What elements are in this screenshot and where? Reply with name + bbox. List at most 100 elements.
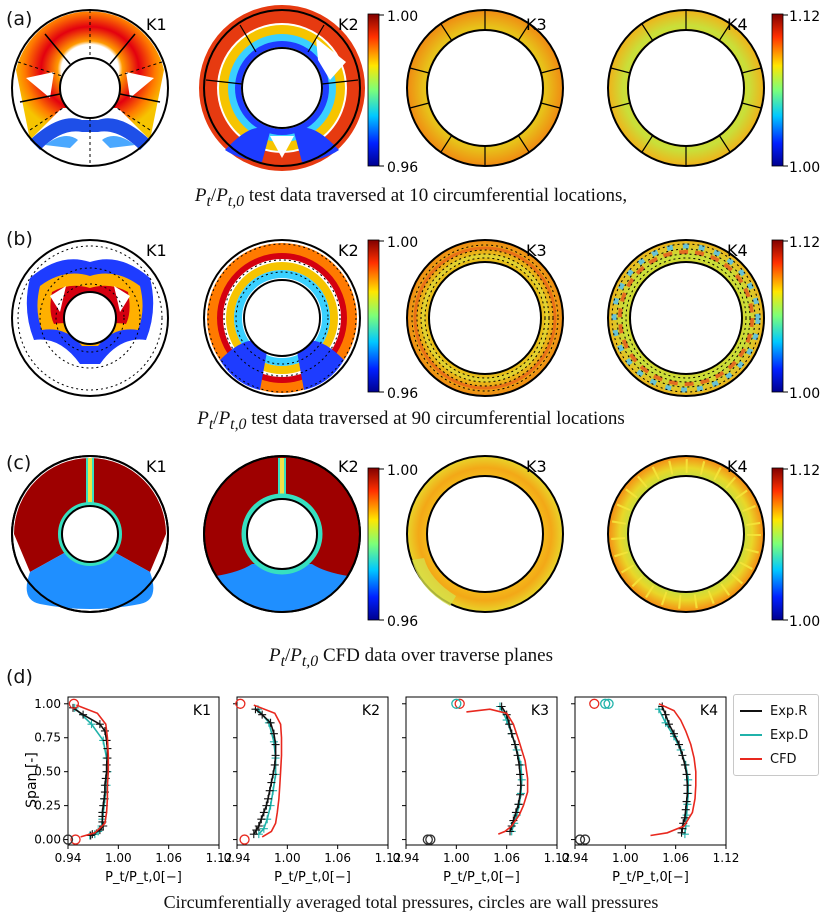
caption-a: Pt/Pt,0 test data traversed at 10 circum… bbox=[0, 185, 822, 211]
caption-c-sep: / bbox=[285, 645, 291, 666]
x-tick-label: 0.94 bbox=[224, 851, 251, 865]
wall-pressure-exp bbox=[603, 698, 614, 709]
caption-b-sub-t0: t,0 bbox=[230, 415, 247, 433]
subplot-k2: 0.94 1.00 1.06 1.12 P_t/P_t,0[−] K2 bbox=[224, 696, 402, 885]
colorbar-a-low: 1.00 0.96 bbox=[367, 9, 418, 176]
plane-label: K1 bbox=[146, 15, 167, 34]
plot-b-k1: K1 bbox=[11, 239, 169, 397]
point-exp-r bbox=[100, 726, 109, 735]
point-exp-r bbox=[257, 815, 266, 824]
plane-label: K4 bbox=[727, 241, 748, 260]
point-exp-r bbox=[511, 808, 520, 817]
plane-label: K2 bbox=[338, 241, 359, 260]
point-exp-r bbox=[99, 821, 108, 830]
plane-label: K3 bbox=[526, 15, 547, 34]
point-exp-r bbox=[664, 720, 673, 729]
wall-pressure-exp bbox=[425, 834, 436, 845]
panel-label-b: (b) bbox=[6, 228, 33, 250]
series-cfd bbox=[76, 704, 110, 838]
subplot-k3: 0.94 1.00 1.06 1.12 P_t/P_t,0[−] K3 bbox=[393, 696, 570, 885]
plane-label: K4 bbox=[727, 15, 748, 34]
line-plots: 0.94 1.00 1.06 1.12 0.00 0.25 0.50 0.75 1.00 P_t/… bbox=[34, 696, 739, 885]
x-tick-label: 1.12 bbox=[375, 851, 402, 865]
caption-b-sub-t: t bbox=[208, 415, 214, 433]
colorbar-max: 1.12 bbox=[789, 235, 820, 251]
plane-label: K4 bbox=[727, 457, 748, 476]
plot-frame bbox=[574, 696, 727, 846]
legend-item-exp-r: Exp.R bbox=[740, 703, 807, 719]
caption-a-text: test data traversed at 10 circumferentia… bbox=[244, 185, 628, 206]
colorbar-min: 1.00 bbox=[789, 386, 820, 402]
point-exp-r bbox=[515, 760, 524, 769]
wall-pressure-exp bbox=[451, 698, 462, 709]
wall-pressure-cfd bbox=[235, 698, 246, 709]
point-exp-d bbox=[684, 775, 693, 784]
point-exp-r bbox=[661, 710, 670, 719]
x-tick-label: 1.06 bbox=[155, 851, 182, 865]
colorbar-b-low: 1.00 0.96 bbox=[367, 235, 418, 402]
colorbar-min: 1.00 bbox=[789, 614, 820, 630]
point-exp-r bbox=[681, 805, 690, 814]
caption-a-sub-t0: t,0 bbox=[227, 192, 245, 210]
point-exp-r bbox=[266, 718, 275, 727]
x-tick-label: 1.00 bbox=[443, 851, 470, 865]
plot-a-k1: K1 bbox=[11, 9, 169, 167]
plot-c-k1: K1 bbox=[11, 455, 169, 613]
point-exp-r bbox=[683, 781, 692, 790]
panel-label-a: (a) bbox=[6, 8, 33, 30]
caption-b-text: test data traversed at 90 circumferentia… bbox=[246, 408, 625, 429]
x-axis-label: P_t/P_t,0[−] bbox=[105, 870, 182, 885]
x-tick-label: 1.06 bbox=[662, 851, 689, 865]
caption-b: Pt/Pt,0 test data traversed at 90 circum… bbox=[0, 408, 822, 434]
colorbar-min: 0.96 bbox=[387, 386, 418, 402]
point-exp-r bbox=[267, 778, 276, 787]
point-exp-r bbox=[514, 800, 523, 809]
caption-c-sub-t: t bbox=[280, 652, 286, 670]
y-tick-label: 1.00 bbox=[34, 697, 61, 711]
subplot-title: K4 bbox=[700, 703, 718, 719]
point-exp-r bbox=[99, 801, 108, 810]
subplot-k4: 0.94 1.00 1.06 1.12 P_t/P_t,0[−] K4 bbox=[562, 696, 739, 885]
wall-pressure-exp bbox=[62, 834, 74, 845]
series-exp-r bbox=[661, 706, 689, 833]
x-axis-label: P_t/P_t,0[−] bbox=[274, 870, 351, 885]
y-tick-label: 0.75 bbox=[34, 731, 61, 745]
y-axis-label: Span [-] bbox=[24, 752, 40, 808]
point-exp-r bbox=[102, 760, 111, 769]
x-tick-label: 0.94 bbox=[55, 851, 82, 865]
plot-c-k3: K3 bbox=[406, 455, 564, 613]
plot-a-k4: K4 bbox=[607, 9, 765, 167]
point-exp-r bbox=[252, 826, 261, 835]
panel-label-d: (d) bbox=[6, 666, 33, 688]
point-exp-r bbox=[262, 801, 271, 810]
wall-pressure-cfd bbox=[589, 698, 600, 709]
colorbar-a-high: 1.12 1.00 bbox=[771, 9, 820, 176]
caption-a-symbol: P bbox=[194, 185, 207, 206]
plot-frame bbox=[236, 696, 389, 846]
x-tick-label: 0.94 bbox=[562, 851, 589, 865]
wall-pressure-cfd bbox=[454, 698, 465, 709]
wall-pressure-exp bbox=[579, 834, 591, 845]
subplot-k1: 0.94 1.00 1.06 1.12 0.00 0.25 0.50 0.75 1.00 P_t/… bbox=[34, 696, 232, 885]
y-tick-label: 0.50 bbox=[34, 765, 61, 779]
series-cfd bbox=[466, 708, 529, 835]
colorbar-max: 1.00 bbox=[387, 463, 418, 479]
plane-label: K2 bbox=[338, 457, 359, 476]
point-exp-r bbox=[264, 794, 273, 803]
point-exp-r bbox=[271, 740, 280, 749]
legend-label: Exp.R bbox=[770, 703, 808, 719]
plot-b-k3: K3 bbox=[406, 239, 564, 397]
panel-label-c: (c) bbox=[6, 452, 32, 474]
x-axis-label: P_t/P_t,0[−] bbox=[443, 870, 520, 885]
caption-b-symbol2: P bbox=[218, 408, 231, 429]
caption-a-sep: / bbox=[210, 185, 217, 206]
caption-c-sub-t0: t,0 bbox=[301, 652, 319, 670]
point-exp-r bbox=[269, 729, 278, 738]
legend-swatch bbox=[740, 734, 762, 736]
point-exp-r bbox=[258, 710, 267, 719]
plane-label: K1 bbox=[146, 457, 167, 476]
point-exp-r bbox=[516, 770, 525, 779]
legend-label: Exp.D bbox=[770, 727, 809, 743]
colorbar-b-high: 1.12 1.00 bbox=[771, 235, 820, 402]
wall-pressure-exp bbox=[600, 698, 611, 709]
